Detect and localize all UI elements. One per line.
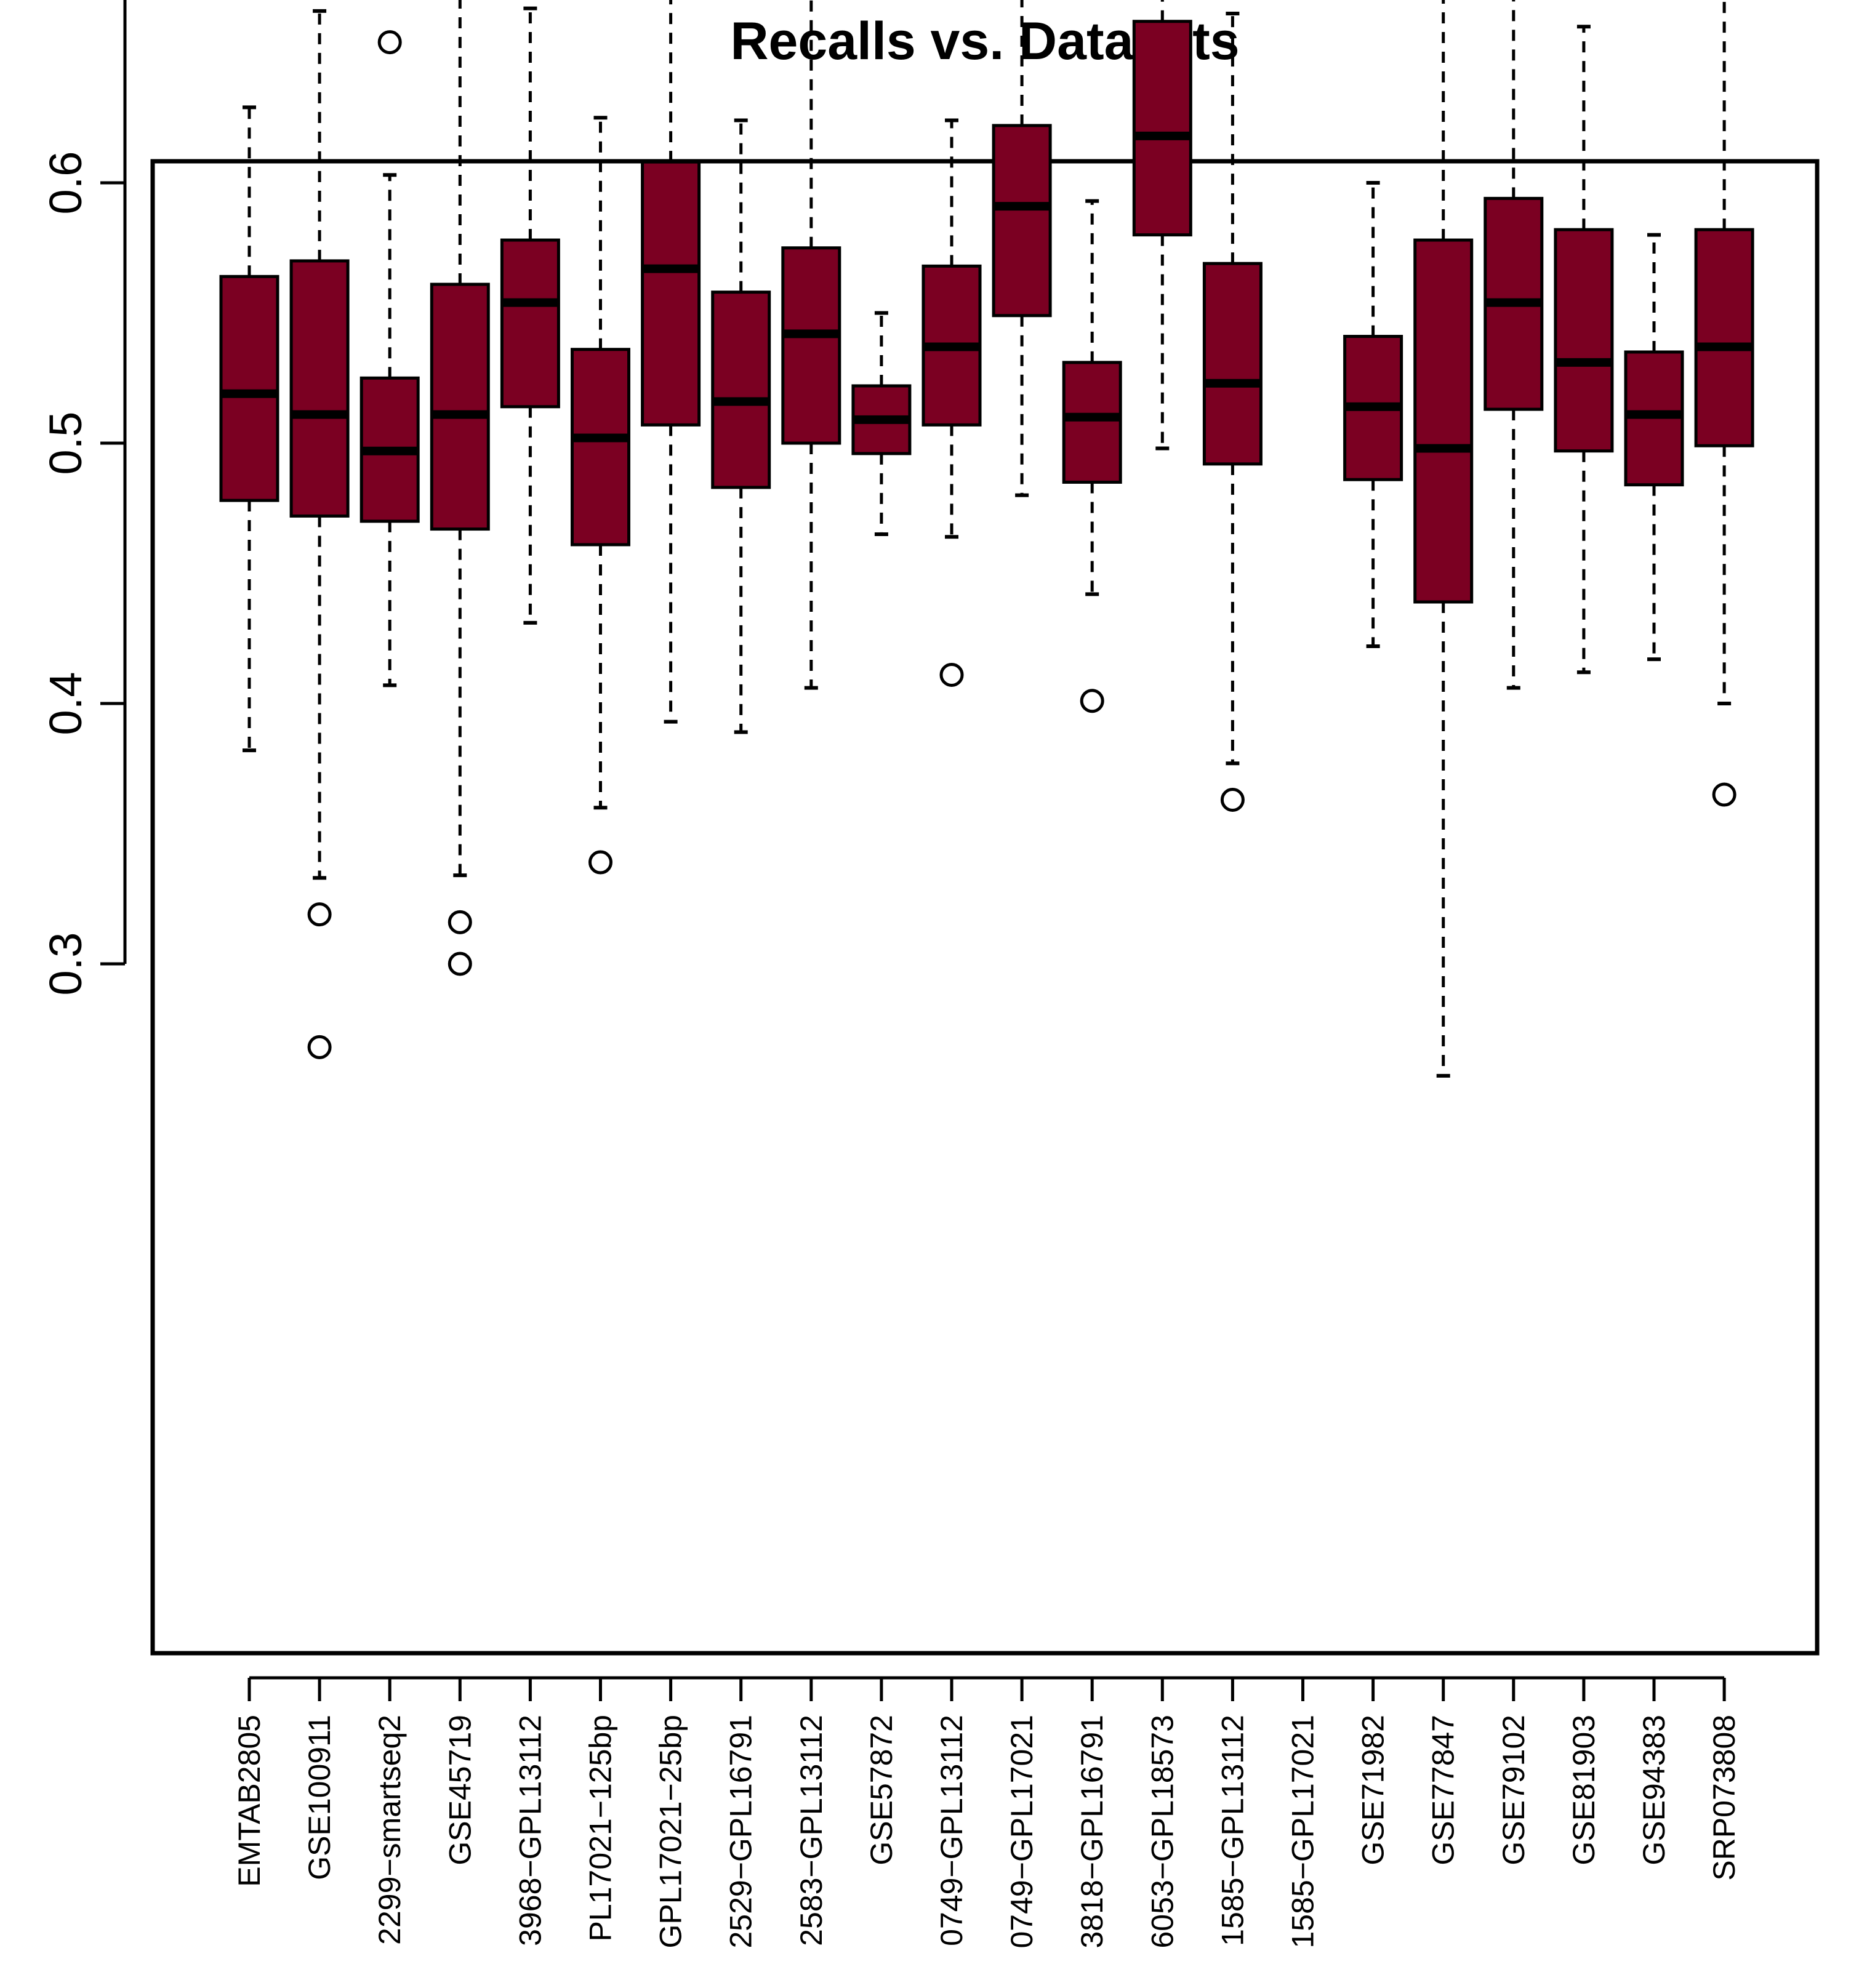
box-iqr: [219, 275, 279, 502]
outlier-point: [448, 952, 472, 976]
outlier-point: [588, 850, 612, 875]
outlier-point: [1080, 689, 1104, 713]
x-tick-label: 1585−GPL17021: [1286, 1715, 1320, 1949]
outlier-point: [377, 30, 402, 55]
box-20: [1624, 233, 1684, 662]
box-11: [992, 0, 1052, 497]
x-tick-label: 3818−GPL16791: [1075, 1715, 1109, 1949]
box-4: [500, 6, 560, 625]
outlier-point: [307, 1035, 332, 1059]
outlier-point: [448, 910, 472, 934]
box-iqr: [781, 246, 841, 445]
y-tick-label: 0.3: [40, 932, 91, 996]
box-iqr: [289, 259, 350, 518]
box-16: [1343, 181, 1403, 648]
box-21: [1694, 0, 1754, 807]
box-9: [851, 311, 912, 537]
box-3: [430, 0, 490, 976]
y-tick-label: 0.6: [40, 151, 91, 215]
box-13: [1132, 0, 1192, 451]
box-0: [219, 105, 279, 753]
x-tick-label: GSE100911: [302, 1715, 337, 1880]
box-8: [781, 0, 841, 690]
box-6: [641, 0, 701, 724]
box-group: [219, 0, 1754, 1078]
box-7: [711, 118, 771, 734]
outlier-point: [1712, 782, 1737, 807]
x-tick-label: 6053−GPL18573: [1145, 1715, 1179, 1949]
y-tick-label: 0.4: [40, 672, 91, 735]
x-tick-label: 2299−smartseq2: [372, 1715, 407, 1945]
box-iqr: [992, 124, 1052, 318]
outlier-point: [307, 902, 332, 927]
plot-frame: [150, 159, 1820, 1656]
box-iqr: [1694, 228, 1754, 447]
x-tick-label: GSE45719: [443, 1715, 477, 1866]
outlier-point: [1220, 788, 1245, 812]
box-iqr: [711, 291, 771, 489]
x-tick-label: GSE77847: [1426, 1715, 1461, 1866]
box-iqr: [1554, 228, 1614, 453]
x-tick-label: SRP073808: [1707, 1715, 1741, 1881]
box-iqr: [430, 283, 490, 531]
box-iqr: [641, 160, 701, 427]
box-12: [1062, 199, 1122, 713]
y-tick-label: 0.5: [40, 412, 91, 475]
x-tick-label: 3968−GPL13112: [513, 1715, 547, 1946]
x-tick-label: EMTAB2805: [232, 1715, 267, 1887]
x-tick-label: GSE79102: [1496, 1715, 1531, 1866]
box-18: [1484, 0, 1544, 690]
outlier-point: [939, 662, 964, 687]
x-tick-label: 1585−GPL13112: [1215, 1715, 1250, 1946]
x-tick-label: 0749−GPL13112: [934, 1715, 969, 1946]
x-tick-label: GSE57872: [864, 1715, 899, 1866]
x-tick-label: 2529−GPL16791: [724, 1715, 758, 1949]
box-10: [921, 118, 982, 687]
box-iqr: [1132, 20, 1192, 237]
x-tick-label: GSE94383: [1637, 1715, 1671, 1866]
box-iqr: [571, 348, 630, 547]
box-iqr: [1062, 361, 1122, 484]
x-tick-label: GSE81903: [1567, 1715, 1601, 1866]
box-iqr: [1413, 238, 1474, 604]
x-tick-label: PL17021−125bp: [584, 1715, 618, 1941]
box-1: [289, 9, 350, 1059]
x-tick-label: 0749−GPL17021: [1005, 1715, 1039, 1949]
x-axis: EMTAB2805 GSE100911 2299−smartseq2 GSE45719…: [232, 1676, 1741, 1949]
box-2: [359, 30, 420, 687]
box-17: [1413, 0, 1474, 1078]
box-iqr: [1202, 262, 1263, 466]
x-tick-label: GPL17021−25bp: [654, 1715, 688, 1949]
box-iqr: [500, 238, 560, 409]
x-tick-label: GSE71982: [1356, 1715, 1391, 1866]
y-axis: 0.30.40.50.60.70.8: [40, 0, 127, 996]
box-5: [571, 116, 630, 875]
x-tick-label: 2583−GPL13112: [794, 1715, 829, 1946]
box-14: [1202, 12, 1263, 812]
box-19: [1554, 25, 1614, 675]
